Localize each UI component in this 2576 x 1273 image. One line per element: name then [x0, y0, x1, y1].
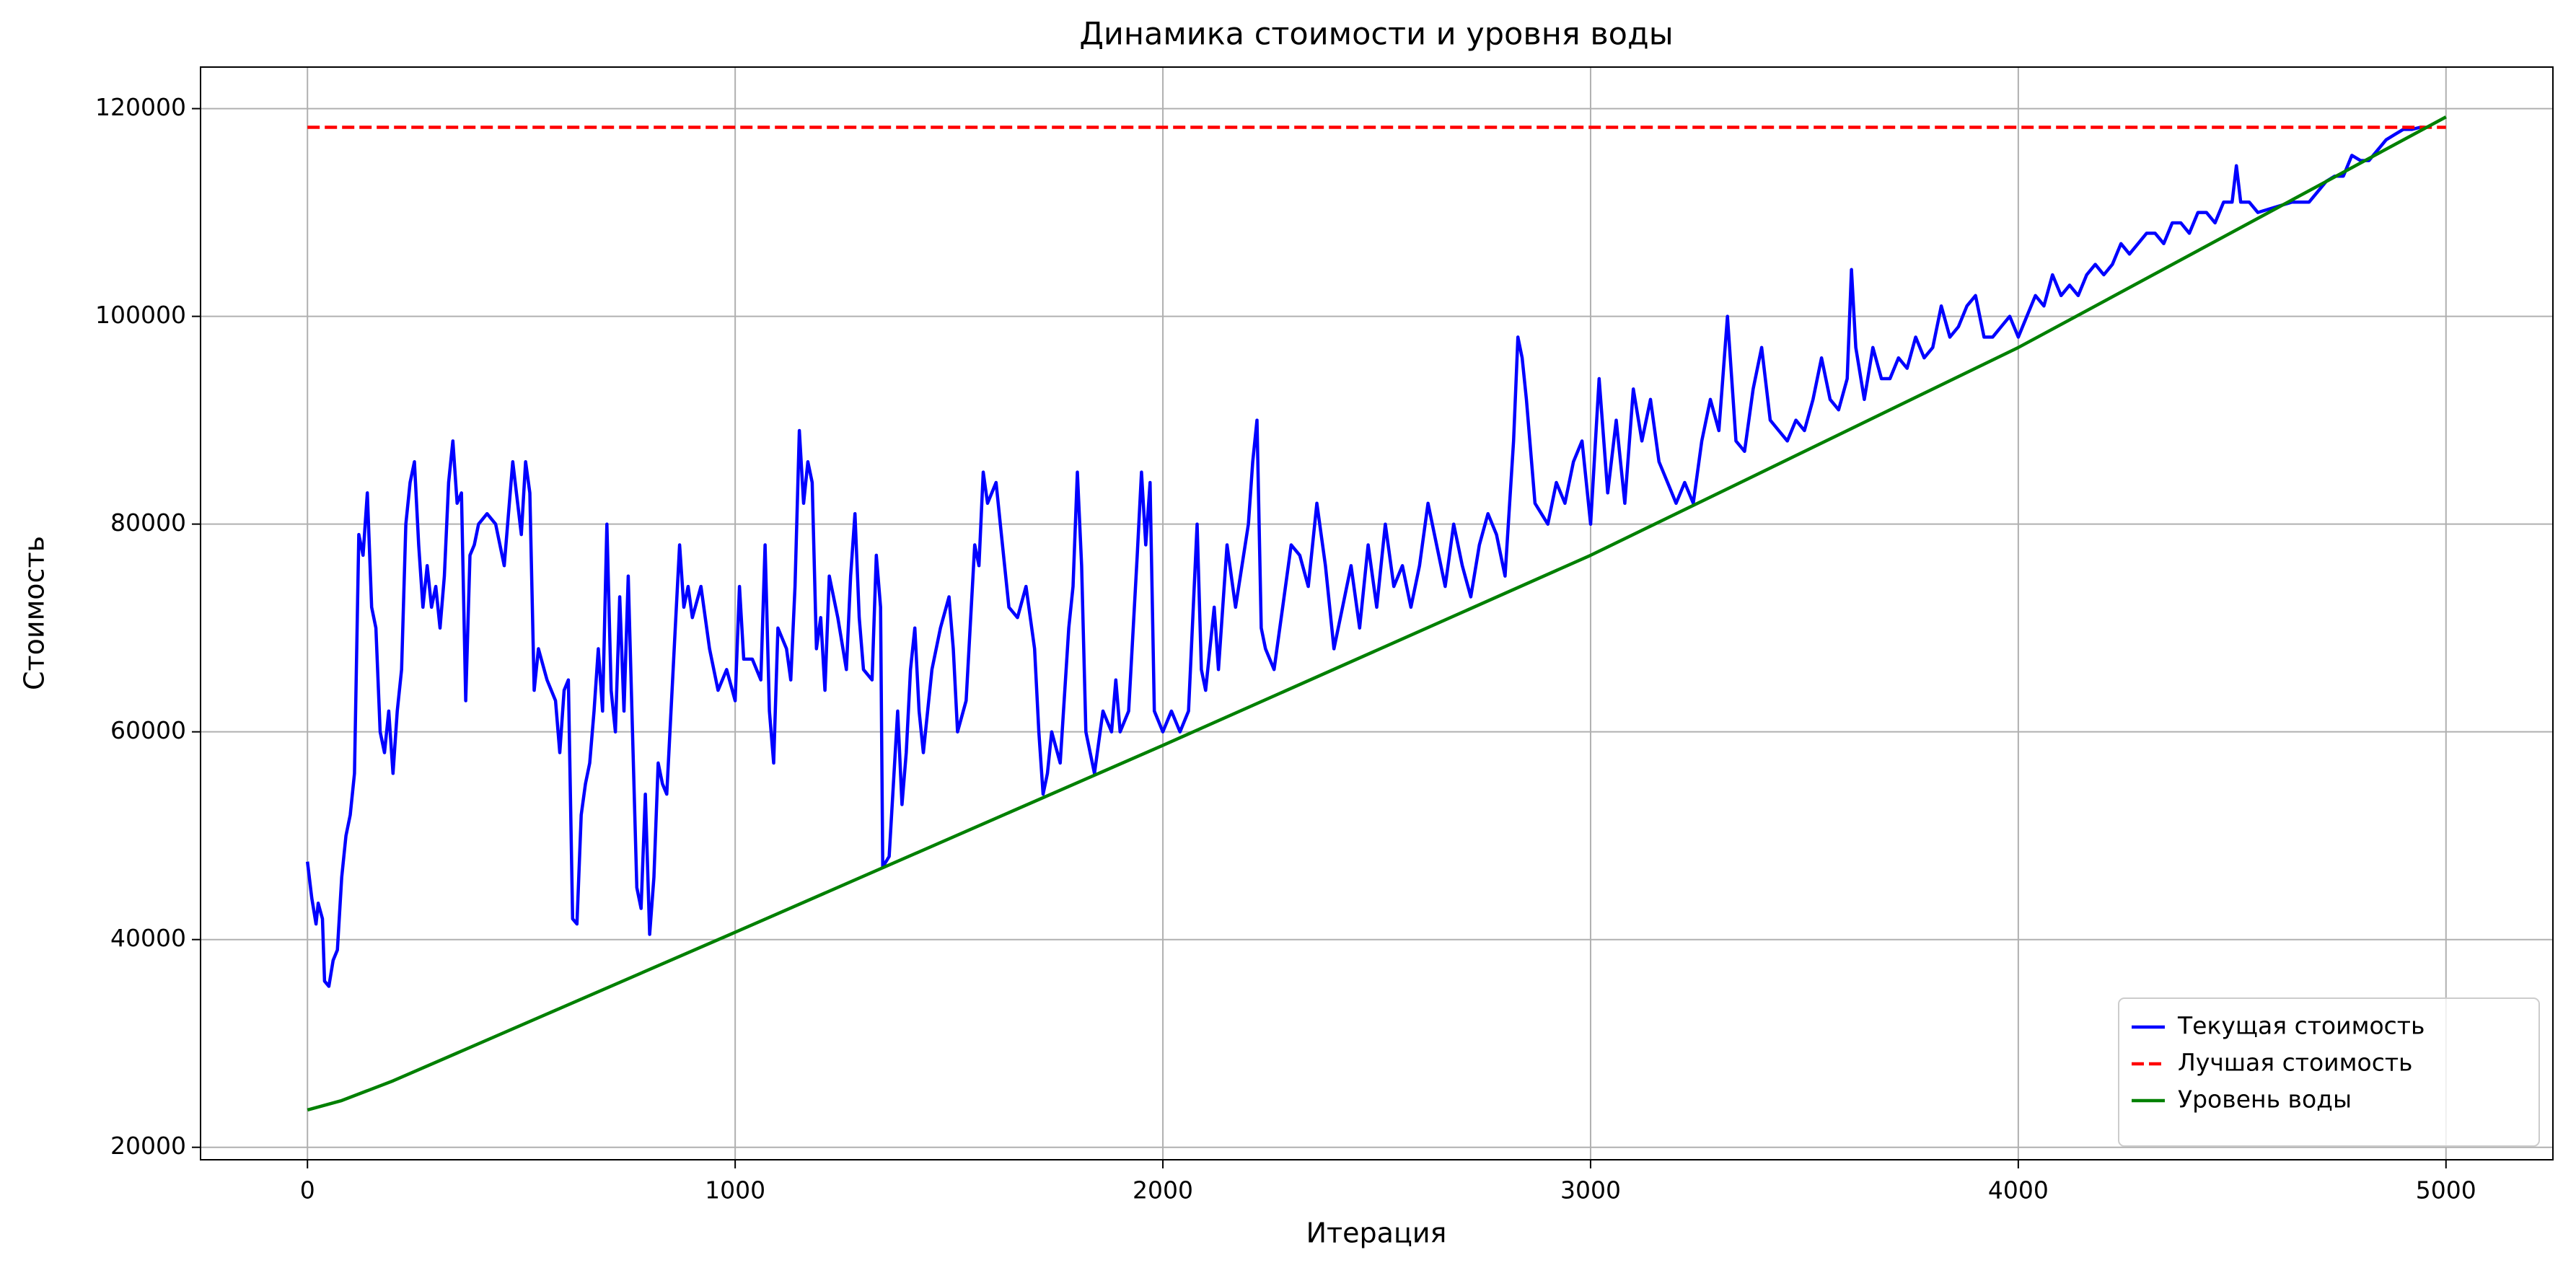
x-tick-label: 2000: [1133, 1176, 1193, 1204]
legend-label: Лучшая стоимость: [2178, 1049, 2413, 1077]
legend-frame: [2118, 997, 2540, 1147]
legend-label: Текущая стоимость: [2177, 1012, 2425, 1040]
x-tick-label: 4000: [1988, 1176, 2049, 1204]
chart-title: Динамика стоимости и уровня воды: [1079, 17, 1673, 53]
legend: Текущая стоимость Лучшая стоимость Уровень…: [2118, 997, 2540, 1147]
data-line: [305, 125, 2425, 988]
x-tick-label: 1000: [705, 1176, 765, 1204]
plot-frame: [200, 66, 2554, 1160]
x-tick-label: 3000: [1560, 1176, 1621, 1204]
y-tick-label: 120000: [95, 93, 186, 121]
y-tick-label: 100000: [95, 301, 186, 329]
x-tick-label: 0: [300, 1176, 315, 1204]
y-tick-label: 40000: [110, 924, 186, 952]
y-tick-label: 60000: [110, 716, 186, 744]
y-tick-label: 80000: [110, 508, 186, 537]
x-tick-label: 5000: [2416, 1176, 2476, 1204]
y-tick-label: 20000: [110, 1132, 186, 1160]
x-axis-label: Итерация: [1306, 1217, 1447, 1249]
data-line: [307, 115, 2447, 1112]
legend-label: Уровень воды: [2178, 1085, 2352, 1114]
y-axis-label: Стоимость: [19, 536, 50, 690]
